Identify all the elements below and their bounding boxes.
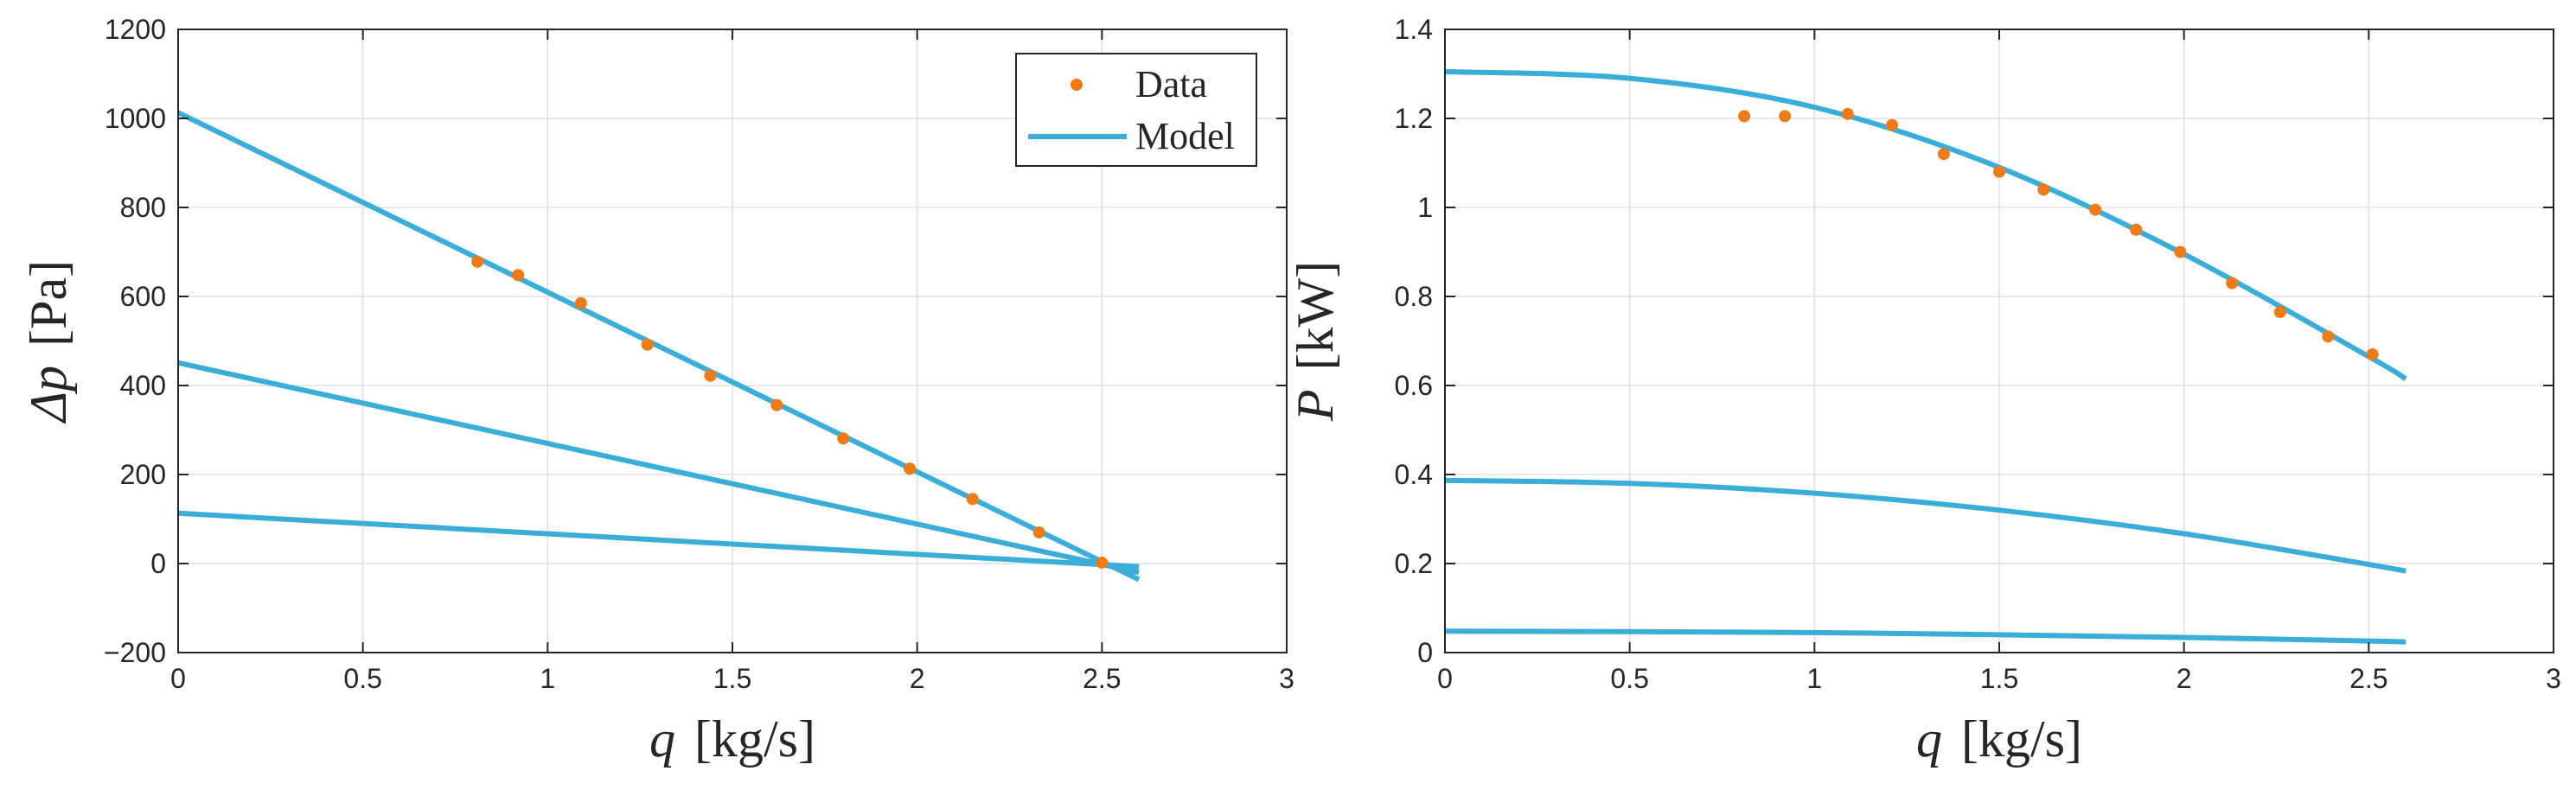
- pressure-model-line-3: [177, 510, 1140, 570]
- power-y-tick-label: 1.2: [1395, 103, 1433, 134]
- power-chart: 0 0.5 1 1.5 2 2.5 3 0 0.2 0.4 0.6 0.8 1 1.2 1.4 q [kg/…: [1287, 14, 2561, 768]
- power-x-tick-label: 0.5: [1610, 663, 1648, 694]
- power-data-point: [1738, 110, 1751, 123]
- pressure-x-tick-label: 1.5: [713, 663, 751, 694]
- pressure-chart-ticks: [177, 29, 1288, 653]
- pressure-x-tick-label: 0.5: [343, 663, 381, 694]
- power-y-axis-label: P[kW]: [1287, 261, 1344, 422]
- power-data-point: [2037, 183, 2050, 196]
- power-x-axis-label: q [kg/s]: [1916, 710, 2082, 768]
- legend: Data Model: [1015, 53, 1257, 167]
- power-data-point: [1841, 107, 1854, 120]
- pressure-data-point: [904, 462, 917, 475]
- pressure-data-point: [837, 432, 850, 445]
- pressure-x-tick-label: 3: [1279, 663, 1294, 694]
- pressure-y-tick-label: 800: [120, 192, 166, 223]
- power-data-point: [2366, 347, 2379, 360]
- power-y-tick-label: 0.2: [1395, 548, 1433, 579]
- pressure-data-point: [966, 493, 979, 506]
- pressure-x-tick-label: 2: [910, 663, 925, 694]
- power-data-point: [1886, 118, 1899, 131]
- power-data-point: [1779, 110, 1792, 123]
- power-y-tick-label: 0: [1417, 637, 1433, 668]
- power-data-point: [1937, 148, 1950, 161]
- pressure-data-point: [574, 296, 587, 309]
- power-y-tick-label: 1.4: [1395, 14, 1433, 45]
- pressure-data-point: [1032, 526, 1045, 538]
- legend-data-label: Data: [1135, 63, 1207, 105]
- pressure-y-tick-label: 1200: [105, 14, 166, 45]
- power-model-line-2: [1444, 477, 2407, 574]
- pressure-y-tick-labels: −200 0 200 400 600 800 1000 1200: [104, 14, 166, 668]
- pressure-model-line-2: [177, 360, 1140, 576]
- power-x-tick-label: 0: [1437, 663, 1453, 694]
- legend-data-marker: [1071, 79, 1083, 91]
- pressure-data-point: [641, 338, 654, 351]
- power-y-tick-label: 1: [1417, 192, 1433, 223]
- power-y-tick-label: 0.4: [1395, 459, 1433, 490]
- pressure-data-point: [512, 269, 525, 282]
- pressure-model-series: [176, 110, 1141, 583]
- power-data-point: [2089, 203, 2102, 216]
- power-data-point: [2273, 306, 2286, 319]
- pressure-y-tick-label: 400: [120, 370, 166, 401]
- power-y-tick-labels: 0 0.2 0.4 0.6 0.8 1 1.2 1.4: [1395, 14, 1433, 668]
- pressure-data-point: [1096, 556, 1109, 569]
- pressure-y-axis-label: Δp[Pa]: [20, 260, 77, 424]
- pressure-x-axis-label: q [kg/s]: [649, 710, 815, 768]
- pressure-y-tick-label: 200: [120, 459, 166, 490]
- pressure-y-tick-label: 600: [120, 281, 166, 312]
- pressure-data-point: [704, 369, 717, 382]
- pressure-x-tick-label: 1: [540, 663, 555, 694]
- pressure-data-point: [770, 398, 783, 411]
- legend-box: [1015, 53, 1257, 167]
- pressure-data-point: [471, 255, 484, 268]
- pressure-x-tick-label: 0: [170, 663, 186, 694]
- power-x-tick-label: 1: [1806, 663, 1822, 694]
- power-model-line-3: [1444, 628, 2407, 645]
- power-x-tick-labels: 0 0.5 1 1.5 2 2.5 3: [1437, 663, 2561, 694]
- power-y-tick-label: 0.6: [1395, 370, 1433, 401]
- power-data-point: [2226, 277, 2239, 290]
- power-x-tick-label: 3: [2546, 663, 2561, 694]
- pressure-y-tick-label: 1000: [105, 103, 166, 134]
- power-y-tick-label: 0.8: [1395, 281, 1433, 312]
- power-data-point: [2322, 330, 2335, 343]
- pressure-x-tick-labels: 0 0.5 1 1.5 2 2.5 3: [170, 663, 1294, 694]
- power-data-series: [1738, 107, 2379, 360]
- pressure-chart: 0 0.5 1 1.5 2 2.5 3 −200020040060080010001200 …: [20, 14, 1294, 768]
- power-x-tick-label: 1.5: [1980, 663, 2018, 694]
- pressure-x-tick-label: 2.5: [1083, 663, 1121, 694]
- pressure-y-tick-label: 0: [150, 548, 166, 579]
- pressure-model-line-1: [176, 110, 1141, 583]
- pressure-y-tick-label: −200: [104, 637, 166, 668]
- power-x-tick-label: 2.5: [2349, 663, 2387, 694]
- pressure-data-series: [471, 255, 1109, 569]
- power-data-point: [2130, 223, 2143, 236]
- power-chart-ticks: [1444, 29, 2554, 653]
- legend-model-label: Model: [1135, 115, 1235, 157]
- power-x-tick-label: 2: [2176, 663, 2192, 694]
- power-data-point: [2174, 245, 2187, 258]
- power-data-point: [1993, 165, 2005, 178]
